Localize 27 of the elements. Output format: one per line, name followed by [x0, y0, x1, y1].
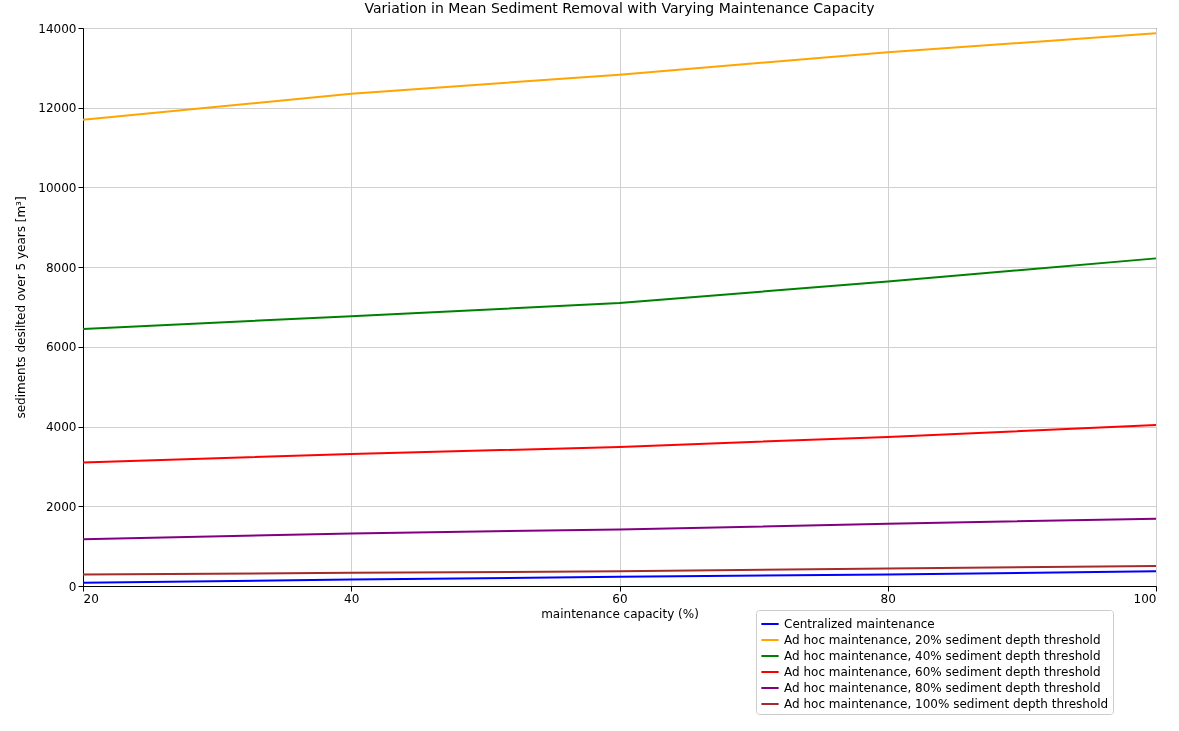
line-series — [82, 257, 1157, 330]
legend-label: Ad hoc maintenance, 60% sediment depth threshold — [784, 665, 1101, 679]
y-tick-label: 4000 — [45, 420, 77, 435]
legend-label: Centralized maintenance — [784, 617, 935, 631]
y-tick-label: 14000 — [38, 21, 77, 36]
y-axis-title: sediments desilted over 5 years [m³] — [14, 196, 29, 419]
y-tick-label: 0 — [68, 579, 77, 594]
legend-label: Ad hoc maintenance, 80% sediment depth threshold — [784, 681, 1101, 695]
x-axis-title: maintenance capacity (%) — [541, 606, 699, 621]
x-tick-label: 80 — [880, 591, 896, 606]
y-tick-label: 2000 — [45, 499, 77, 514]
y-tick-label: 6000 — [45, 340, 77, 355]
x-tick-label: 60 — [612, 591, 628, 606]
line-series — [82, 517, 1157, 541]
line-series — [82, 423, 1157, 464]
legend-label: Ad hoc maintenance, 20% sediment depth threshold — [784, 633, 1101, 647]
x-tick-label: 40 — [344, 591, 360, 606]
y-tick-label: 10000 — [38, 180, 77, 195]
x-tick-label: 20 — [83, 591, 99, 606]
chart-title: Variation in Mean Sediment Removal with Varying Maintenance Capacity — [364, 0, 875, 16]
line-series — [82, 32, 1157, 121]
legend-label: Ad hoc maintenance, 40% sediment depth threshold — [784, 649, 1101, 663]
legend-label: Ad hoc maintenance, 100% sediment depth threshold — [784, 697, 1109, 711]
line-series — [82, 565, 1157, 576]
y-tick-label: 8000 — [45, 260, 77, 275]
y-tick-label: 12000 — [38, 101, 77, 116]
x-tick-label: 100 — [1133, 591, 1157, 606]
